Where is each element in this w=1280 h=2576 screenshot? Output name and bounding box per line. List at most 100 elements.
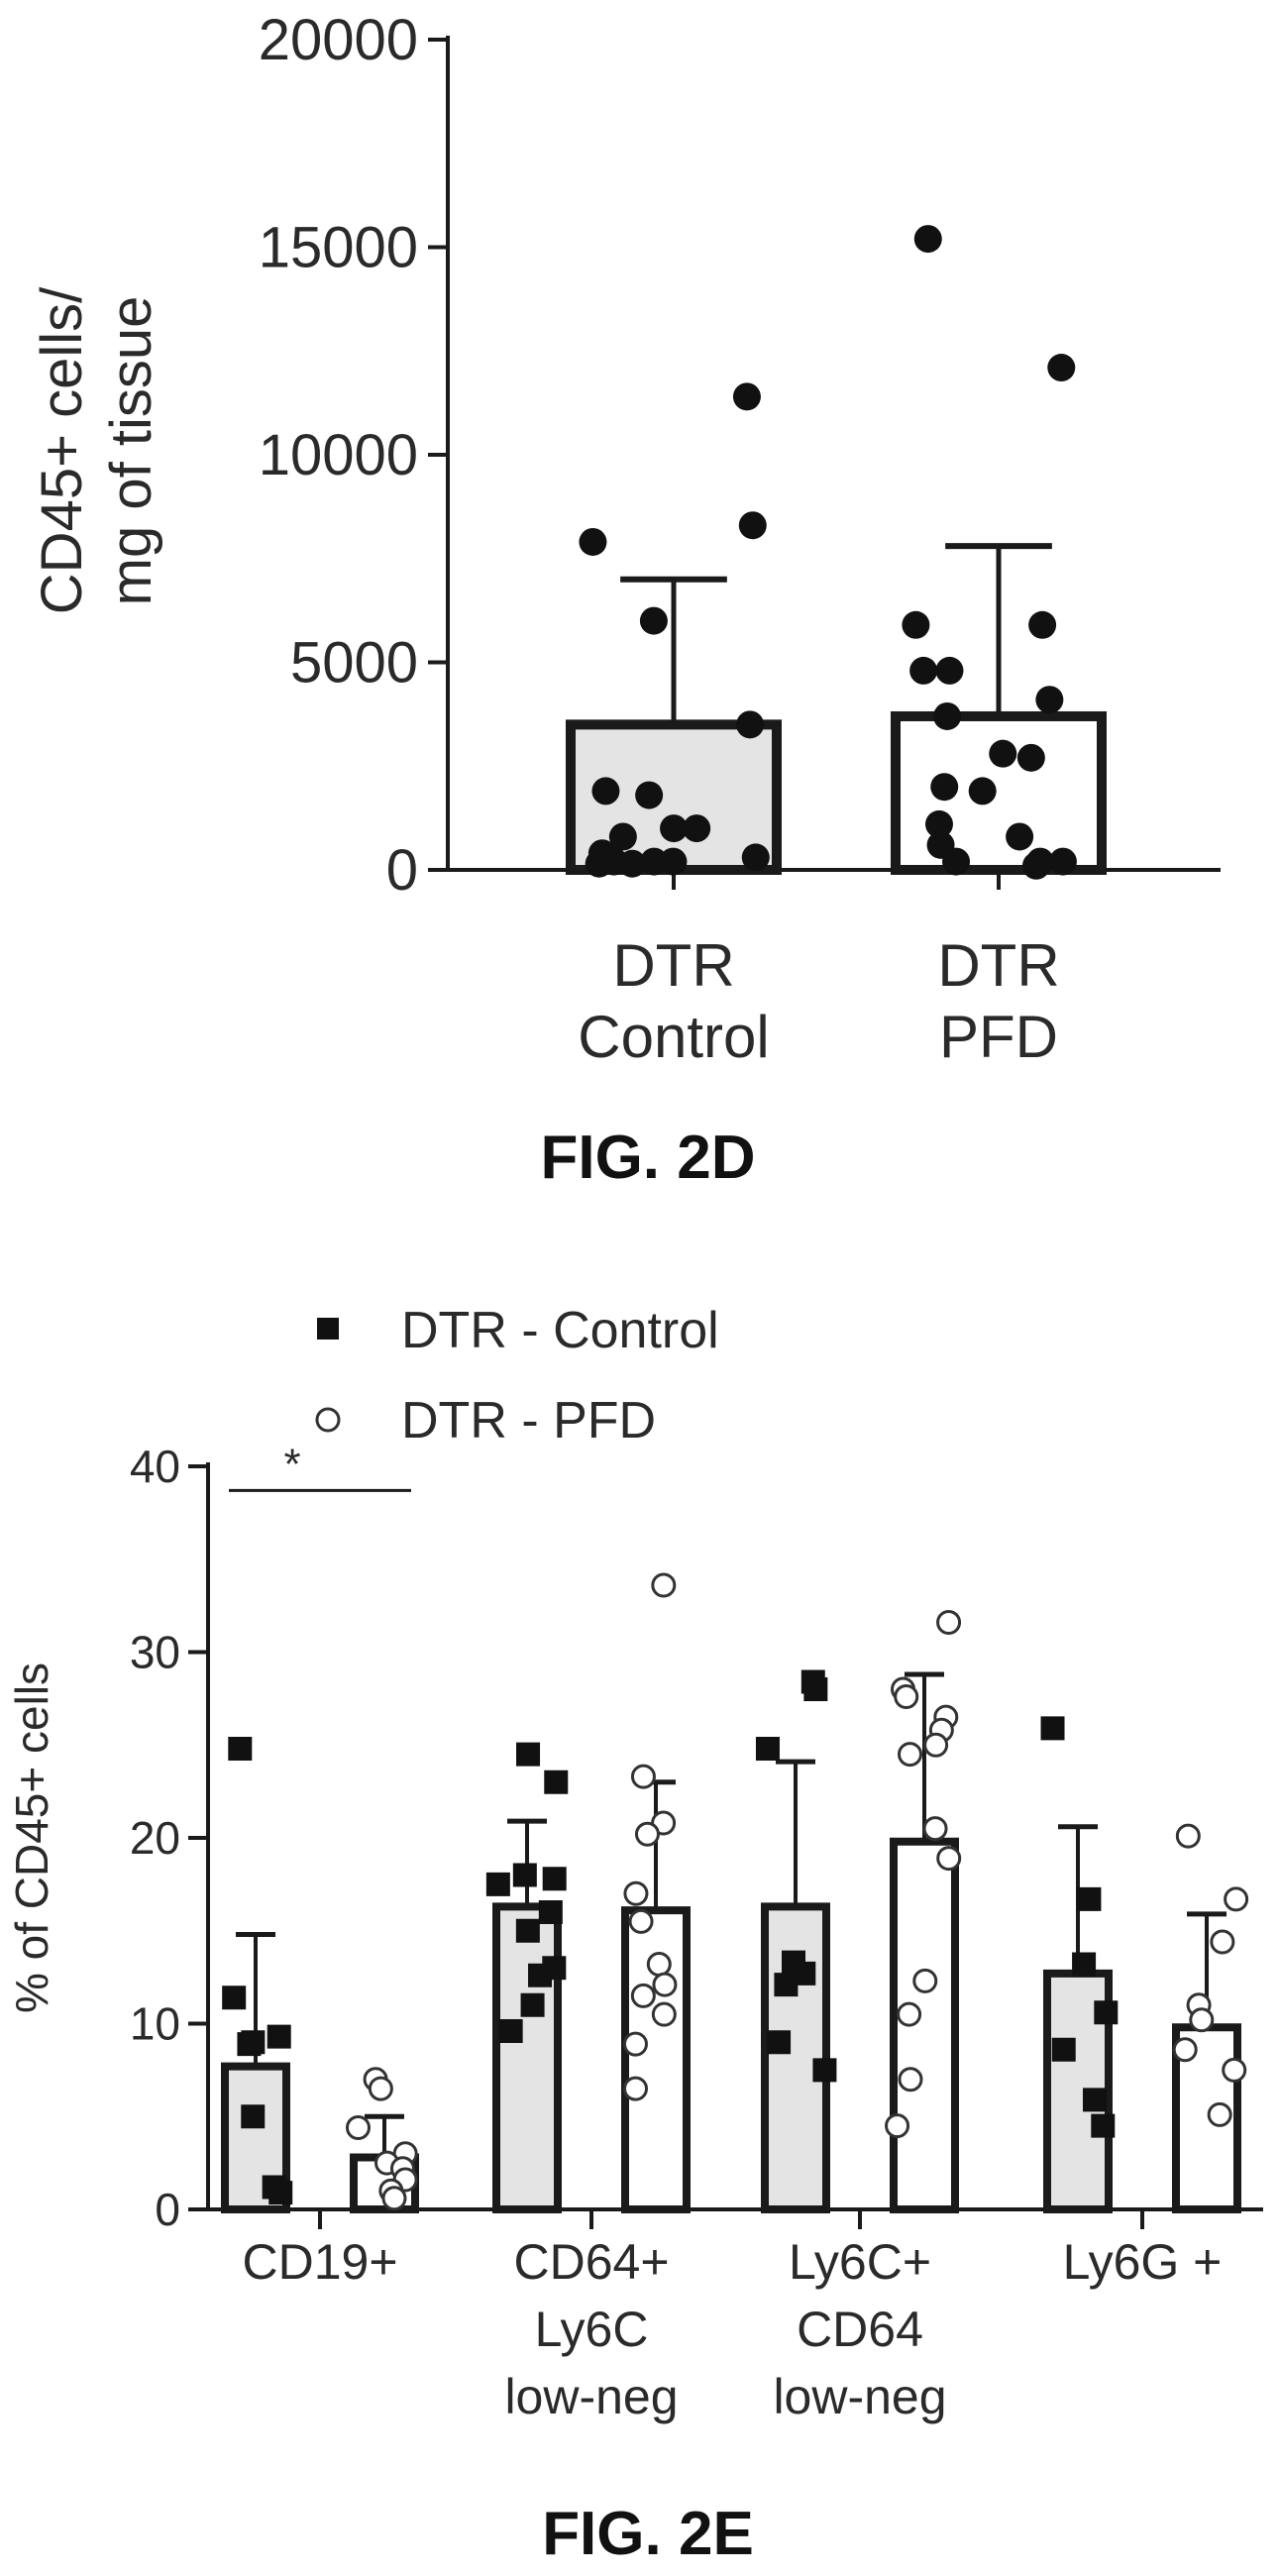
data-point	[544, 1770, 569, 1794]
data-point	[898, 1742, 923, 1768]
x-category-label: DTR	[612, 932, 734, 999]
data-point	[894, 1684, 919, 1709]
legend-label: DTR - PFD	[401, 1392, 656, 1449]
data-point	[1077, 1886, 1102, 1911]
data-point	[267, 2024, 291, 2049]
data-point	[885, 2113, 910, 2139]
y-tick-label: 0	[155, 2184, 180, 2235]
data-point	[241, 2104, 266, 2129]
data-point	[902, 610, 930, 639]
y-axis-label: % of CD45+ cells	[6, 1663, 57, 2013]
data-point	[515, 1918, 540, 1943]
data-point	[936, 1610, 962, 1635]
x-category-label: Ly6C+	[789, 2234, 931, 2290]
data-point	[738, 511, 767, 540]
data-point	[608, 822, 637, 851]
data-point	[1040, 1716, 1065, 1741]
data-point	[923, 1732, 949, 1758]
data-point	[942, 847, 971, 876]
data-point	[528, 1963, 553, 1987]
fig-2d-chart: 0 5000 10000 15000 20000 CD45+ cells/mg of ti…	[30, 8, 1221, 1070]
data-point	[1172, 2037, 1198, 2063]
data-point	[222, 1986, 247, 2010]
x-category-label: PFD	[939, 1004, 1058, 1070]
x-category-label: CD64+	[513, 2234, 669, 2290]
data-point	[1051, 2037, 1076, 2062]
data-point	[922, 1816, 948, 1842]
data-point	[591, 777, 620, 805]
data-point	[1047, 354, 1076, 382]
data-point	[898, 2067, 923, 2093]
data-point	[520, 1992, 545, 2017]
data-point	[228, 1737, 253, 1761]
data-point	[1175, 1823, 1201, 1849]
y-tick-label: 10	[130, 1998, 180, 2050]
bar	[890, 1837, 959, 2213]
data-point	[630, 1764, 656, 1789]
data-point	[585, 849, 613, 878]
data-point	[930, 773, 959, 802]
data-point	[909, 656, 938, 685]
data-point	[660, 814, 689, 843]
data-point	[630, 1983, 656, 2008]
data-point	[755, 1737, 780, 1761]
data-point	[622, 2031, 648, 2057]
data-point	[659, 847, 688, 876]
data-point	[1028, 610, 1057, 639]
y-tick-label: 10000	[259, 423, 418, 487]
bar	[891, 710, 1107, 875]
data-point	[741, 843, 770, 872]
x-category-label: low-neg	[504, 2369, 678, 2424]
data-point	[623, 2076, 649, 2101]
legend-label: DTR - Control	[401, 1302, 719, 1359]
data-point	[623, 1880, 649, 1906]
data-point	[989, 739, 1017, 768]
data-point	[237, 2032, 262, 2057]
data-point	[1072, 1952, 1097, 1977]
x-category-label: Control	[578, 1004, 769, 1070]
data-point	[368, 2076, 393, 2101]
data-point	[1222, 2057, 1247, 2083]
data-point	[618, 849, 647, 878]
y-tick-label: 20	[130, 1812, 180, 1864]
data-point	[651, 2001, 677, 2027]
data-point	[538, 1900, 563, 1924]
y-tick-label: 30	[130, 1627, 180, 1678]
y-tick-label: 5000	[290, 631, 418, 696]
data-point	[635, 781, 664, 809]
data-point	[579, 527, 607, 556]
data-point	[345, 2115, 371, 2140]
data-point	[935, 656, 964, 685]
data-point	[1189, 2007, 1215, 2033]
data-point	[1048, 847, 1077, 876]
significance-label: *	[283, 1440, 300, 1488]
data-point	[924, 809, 953, 838]
data-point	[767, 2030, 792, 2055]
data-point	[1094, 2000, 1119, 2025]
data-point	[1091, 2113, 1116, 2138]
x-category-label: CD64	[797, 2302, 923, 2357]
data-point	[628, 1908, 654, 1934]
data-point	[803, 1677, 828, 1701]
data-point	[1021, 851, 1050, 880]
data-point	[652, 1972, 678, 1997]
data-point	[736, 710, 765, 739]
x-category-label: low-neg	[773, 2369, 946, 2424]
fig-2d-caption: FIG. 2D	[540, 1124, 755, 1192]
bar	[492, 1902, 562, 2213]
data-point	[498, 2019, 523, 2043]
data-point	[639, 606, 668, 635]
data-point	[1207, 2101, 1232, 2127]
x-category-label: CD19+	[242, 2234, 397, 2290]
data-point	[1224, 1886, 1249, 1912]
data-point	[933, 701, 962, 730]
data-point	[381, 2186, 407, 2211]
data-point	[913, 225, 942, 254]
data-point	[912, 1968, 938, 1993]
fig-2e-caption: FIG. 2E	[542, 2500, 754, 2568]
data-point	[1016, 743, 1045, 772]
y-tick-label: 40	[130, 1441, 180, 1492]
y-axis-label-line: mg of tissue	[99, 296, 163, 606]
y-tick-label: 15000	[259, 216, 418, 280]
